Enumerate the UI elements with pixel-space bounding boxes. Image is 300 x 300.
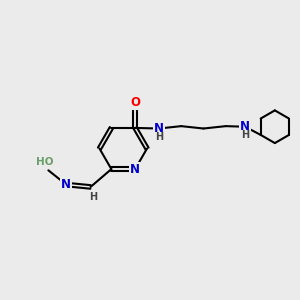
Text: H: H [89,192,97,202]
Text: N: N [130,163,140,176]
Text: HO: HO [36,157,53,167]
Text: H: H [241,130,250,140]
Text: N: N [154,122,164,135]
Text: H: H [155,132,163,142]
Text: O: O [130,96,140,109]
Text: N: N [61,178,71,191]
Text: N: N [240,120,250,133]
